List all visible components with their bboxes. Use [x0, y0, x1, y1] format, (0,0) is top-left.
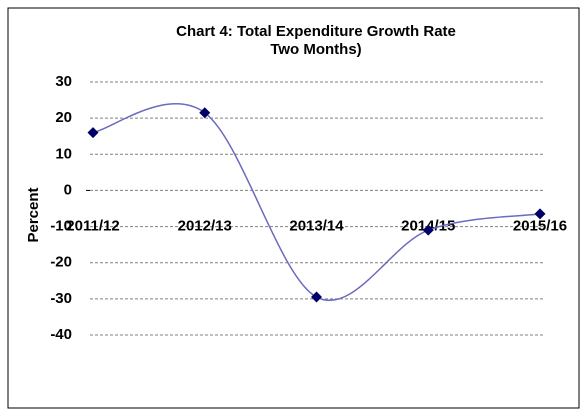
x-tick-label: 2013/14: [289, 217, 344, 234]
y-tick-label: -20: [50, 254, 72, 271]
point-marker: [311, 291, 322, 303]
y-tick-label: 20: [55, 109, 72, 126]
point-marker: [422, 224, 434, 236]
point-marker: [199, 107, 211, 119]
chart-subtitle: Two Months): [270, 41, 361, 58]
chart-border: [7, 7, 580, 409]
x-tick-label: 2015/16: [513, 217, 567, 234]
y-tick-label: -10: [50, 218, 72, 235]
y-tick-label: -40: [50, 326, 72, 343]
x-tick-label: 2012/13: [178, 217, 232, 234]
point-marker: [534, 208, 546, 220]
series-line: [92, 103, 541, 301]
x-tick-label: 2011/12: [66, 217, 119, 234]
y-tick-label: -30: [50, 290, 72, 307]
point-marker: [87, 127, 99, 139]
y-axis-label: Percent: [25, 187, 42, 242]
y-tick-label: 0: [64, 181, 72, 198]
y-tick-label: 30: [55, 73, 72, 90]
y-tick-label: 10: [55, 145, 72, 162]
chart-title: Chart 4: Total Expenditure Growth Rate: [176, 23, 456, 40]
